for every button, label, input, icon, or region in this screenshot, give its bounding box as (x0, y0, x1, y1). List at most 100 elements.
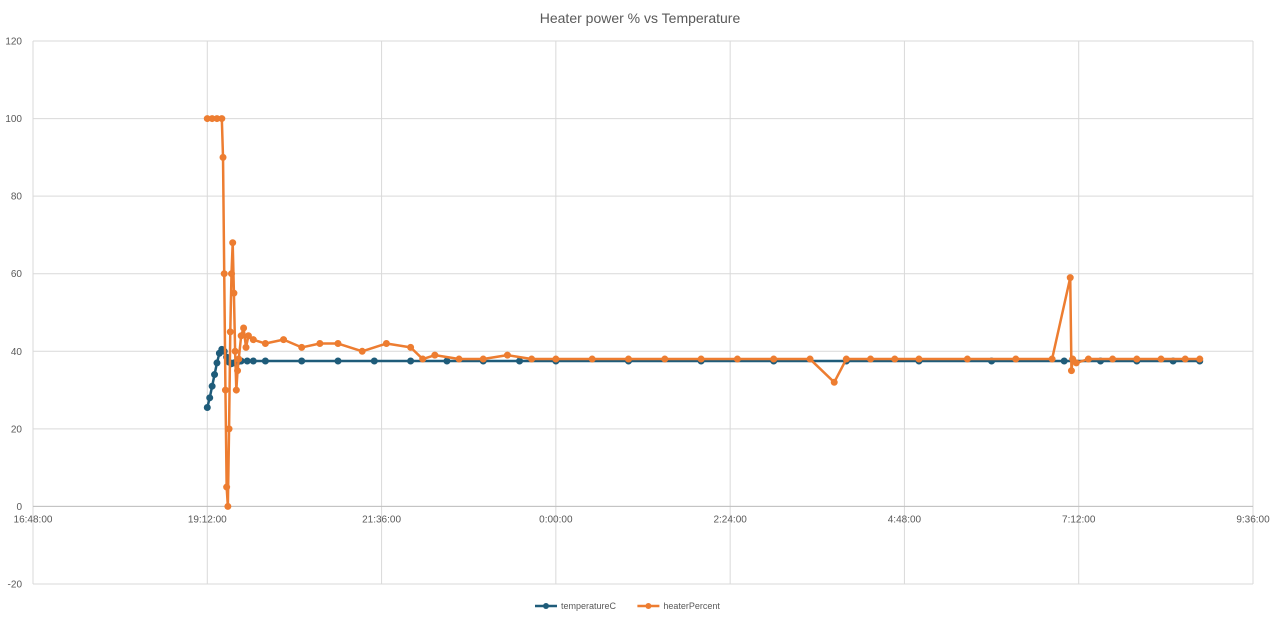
data-point (298, 357, 306, 365)
data-point (226, 328, 234, 336)
data-point (206, 394, 214, 402)
tick-labels: -20 0 20 40 60 80 100 120 16:48:00 19:12:00 21:36:… (5, 37, 1270, 591)
data-point (223, 483, 231, 491)
data-point (261, 340, 269, 348)
data-point (528, 355, 536, 363)
data-point (661, 355, 669, 363)
data-point (1196, 355, 1204, 363)
data-point (503, 351, 511, 359)
data-point (334, 357, 342, 365)
data-point (235, 355, 243, 363)
data-point (234, 367, 242, 375)
data-point (280, 336, 288, 344)
y-tick-label: 100 (5, 114, 22, 125)
data-point (227, 270, 235, 278)
data-point (733, 355, 741, 363)
data-point (244, 332, 252, 340)
x-tick-label: 7:12:00 (1062, 514, 1096, 525)
data-point (220, 270, 228, 278)
legend-label: temperatureC (561, 601, 617, 611)
x-tick-label: 2:24:00 (713, 514, 747, 525)
data-point (455, 355, 463, 363)
chart-title: Heater power % vs Temperature (540, 10, 741, 26)
data-point (203, 404, 211, 412)
data-point (232, 386, 240, 394)
data-point (1066, 274, 1074, 282)
data-point (298, 343, 306, 351)
y-tick-label: 0 (16, 502, 22, 513)
data-point (1181, 355, 1189, 363)
data-point (261, 357, 269, 365)
x-tick-label: 19:12:00 (188, 514, 227, 525)
legend: temperatureC heaterPercent (535, 601, 720, 611)
legend-item-heaterPercent: heaterPercent (637, 601, 720, 611)
data-point (1048, 355, 1056, 363)
data-point (1060, 357, 1068, 365)
data-point (230, 289, 238, 297)
data-point (219, 153, 227, 161)
data-point (370, 357, 378, 365)
data-point (697, 355, 705, 363)
data-point (208, 382, 216, 390)
data-point (443, 357, 451, 365)
data-point (211, 371, 219, 379)
data-point (1157, 355, 1165, 363)
data-point (213, 359, 221, 367)
data-point (407, 357, 415, 365)
data-point (221, 386, 229, 394)
legend-label: heaterPercent (663, 601, 720, 611)
data-point (382, 340, 390, 348)
legend-marker (543, 603, 549, 609)
y-tick-label: 80 (11, 192, 23, 203)
data-point (249, 357, 257, 365)
data-point (1067, 367, 1075, 375)
data-point (358, 347, 366, 355)
data-point (224, 502, 232, 510)
data-point (479, 355, 487, 363)
legend-marker (645, 603, 652, 609)
y-tick-label: 120 (5, 37, 22, 48)
x-tick-label: 4:48:00 (888, 514, 922, 525)
data-point (842, 355, 850, 363)
data-point (915, 355, 923, 363)
data-point (552, 355, 560, 363)
data-point (516, 357, 524, 365)
data-point (431, 351, 439, 359)
data-point (963, 355, 971, 363)
data-point (243, 357, 251, 365)
y-tick-label: -20 (8, 580, 23, 591)
data-point (1072, 359, 1080, 367)
y-tick-label: 40 (11, 347, 23, 358)
data-point (1012, 355, 1020, 363)
y-tick-label: 60 (11, 269, 23, 280)
data-point (218, 115, 226, 123)
data-point (830, 378, 838, 386)
x-tick-label: 9:36:00 (1236, 514, 1270, 525)
data-point (225, 425, 233, 433)
data-point (242, 343, 250, 351)
x-tick-label: 21:36:00 (362, 514, 401, 525)
data-point (407, 343, 415, 351)
legend-item-temperatureC: temperatureC (535, 601, 617, 611)
data-point (1084, 355, 1092, 363)
series-layer (203, 115, 1204, 510)
gridlines (32, 40, 1254, 585)
data-point (240, 324, 248, 332)
y-tick-label: 20 (11, 424, 23, 435)
data-point (231, 347, 239, 355)
data-point (316, 340, 324, 348)
data-point (419, 355, 427, 363)
data-point (237, 332, 245, 340)
data-point (891, 355, 899, 363)
x-tick-label: 16:48:00 (14, 514, 53, 525)
data-point (806, 355, 814, 363)
data-point (1133, 355, 1141, 363)
data-point (770, 355, 778, 363)
data-point (867, 355, 875, 363)
data-point (334, 340, 342, 348)
data-point (624, 355, 632, 363)
data-point (1109, 355, 1117, 363)
data-point (249, 336, 257, 344)
data-point (588, 355, 596, 363)
